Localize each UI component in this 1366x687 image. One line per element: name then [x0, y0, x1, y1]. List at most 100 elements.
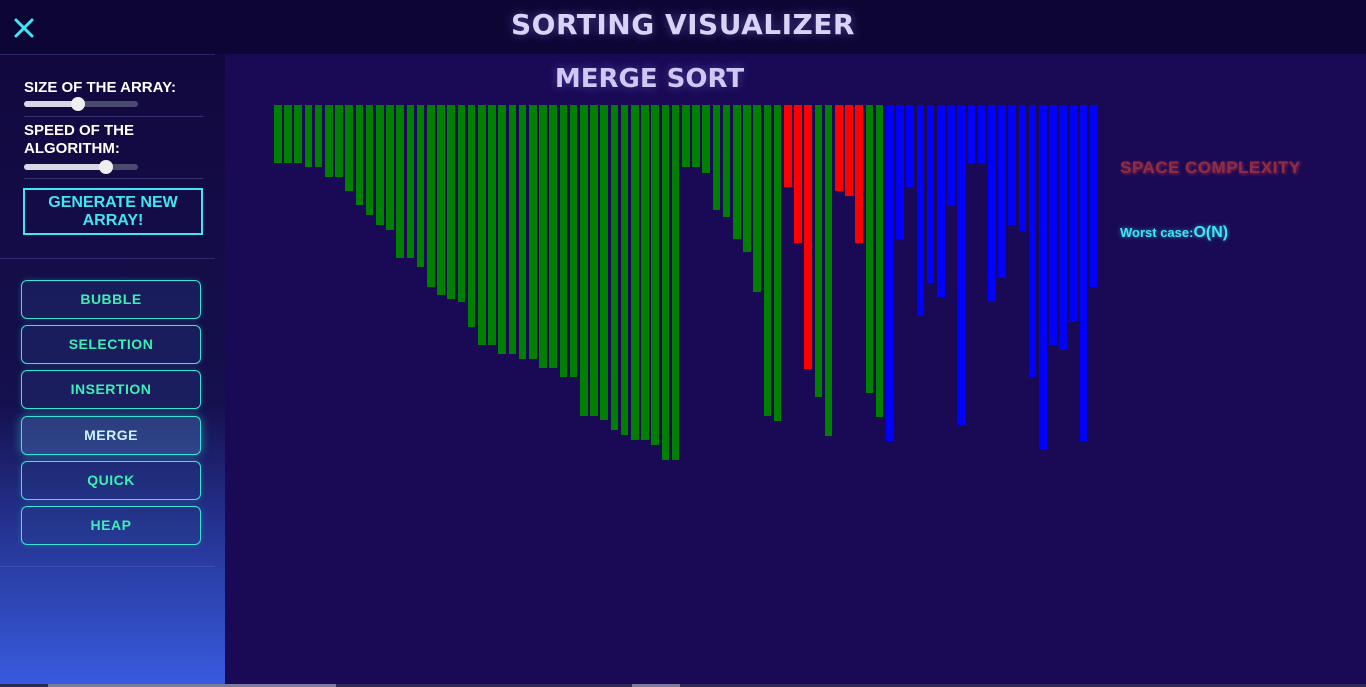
sorted-bar — [406, 105, 415, 258]
size-slider-fill — [24, 101, 78, 107]
array-bars — [274, 105, 1098, 465]
app-title: SORTING VISUALIZER — [510, 8, 855, 41]
unsorted-bar — [896, 105, 904, 239]
sorted-bar — [773, 105, 782, 421]
unsorted-bar — [1079, 105, 1088, 441]
sorted-bar — [814, 105, 823, 397]
complexity-title: SPACE COMPLEXITY — [1120, 158, 1301, 177]
unsorted-bar — [977, 105, 986, 163]
algo-button-insertion[interactable]: INSERTION — [21, 370, 201, 410]
sorted-bar — [600, 105, 608, 420]
sidebar-divider — [24, 178, 203, 179]
unsorted-bar — [1059, 105, 1067, 350]
speed-label: SPEED OF THE ALGORITHM: — [24, 122, 135, 157]
unsorted-bar — [967, 105, 976, 163]
size-label: SIZE OF THE ARRAY: — [24, 79, 176, 96]
unsorted-bar — [947, 105, 955, 206]
sorted-bar — [427, 105, 435, 287]
sorted-bar — [682, 105, 690, 167]
comparing-bar — [835, 105, 843, 191]
size-slider[interactable] — [24, 97, 138, 111]
unsorted-bar — [1028, 105, 1037, 377]
worst-case-row: Worst case:O(N) — [1120, 224, 1228, 242]
sidebar-divider — [24, 116, 203, 117]
comparing-bar — [794, 105, 802, 243]
sorted-bar — [671, 105, 680, 460]
scrollbar-thumb[interactable] — [48, 684, 336, 687]
sorted-bar — [590, 105, 598, 416]
unsorted-bar — [906, 105, 914, 187]
sorted-bar — [416, 105, 425, 267]
unsorted-bar — [1090, 105, 1098, 287]
sorted-bar — [692, 105, 700, 167]
sorted-bar — [702, 105, 710, 173]
sidebar-divider — [0, 566, 215, 567]
sorted-bar — [824, 105, 833, 436]
sidebar: SIZE OF THE ARRAY: SPEED OF THE ALGORITH… — [0, 54, 225, 687]
algo-button-merge[interactable]: MERGE — [21, 415, 201, 455]
comparing-bar — [855, 105, 863, 243]
sorted-bar — [753, 105, 761, 292]
sorted-bar — [580, 105, 588, 416]
algo-button-heap[interactable]: HEAP — [21, 506, 201, 545]
sidebar-divider — [0, 258, 215, 259]
sorted-bar — [447, 105, 455, 299]
sorted-bar — [651, 105, 659, 445]
sorted-bar — [722, 105, 731, 217]
sorted-bar — [875, 105, 884, 417]
sorted-bar — [743, 105, 751, 252]
comparing-bar — [845, 105, 853, 196]
sorted-bar — [488, 105, 496, 345]
unsorted-bar — [1008, 105, 1016, 225]
comparing-bar — [784, 105, 792, 187]
speed-slider-thumb[interactable] — [99, 160, 114, 174]
speed-slider-fill — [24, 164, 107, 170]
sorted-bar — [355, 105, 364, 205]
sorted-bar — [376, 105, 384, 225]
algo-button-selection[interactable]: SELECTION — [21, 325, 201, 365]
speed-slider[interactable] — [24, 160, 138, 174]
sorted-bar — [294, 105, 302, 163]
sorted-bar — [284, 105, 292, 163]
size-slider-thumb[interactable] — [70, 97, 85, 111]
unsorted-bar — [1069, 105, 1078, 321]
unsorted-bar — [937, 105, 945, 297]
main-area: MERGE SORT SPACE COMPLEXITY Worst case:O… — [225, 54, 1366, 687]
sorted-bar — [314, 105, 323, 167]
sorted-bar — [641, 105, 649, 440]
comparing-bar — [804, 105, 812, 369]
sidebar-top-divider — [0, 54, 215, 55]
sorted-bar — [437, 105, 445, 295]
algo-button-quick[interactable]: QUICK — [21, 460, 201, 500]
sorted-bar — [457, 105, 466, 302]
sorted-bar — [335, 105, 343, 177]
sorted-bar — [559, 105, 568, 377]
unsorted-bar — [1018, 105, 1027, 231]
sorted-bar — [529, 105, 537, 359]
unsorted-bar — [886, 105, 894, 441]
top-bar: SORTING VISUALIZER — [0, 0, 1366, 54]
sorted-bar — [325, 105, 333, 177]
worst-case-label: Worst case: — [1120, 225, 1194, 240]
sorted-bar — [345, 105, 353, 191]
scrollbar-thumb[interactable] — [632, 684, 680, 687]
sorted-bar — [549, 105, 557, 368]
unsorted-bar — [998, 105, 1006, 278]
algo-button-bubble[interactable]: BUBBLE — [21, 280, 201, 319]
unsorted-bar — [916, 105, 925, 316]
unsorted-bar — [1049, 105, 1057, 345]
sorted-bar — [365, 105, 374, 215]
unsorted-bar — [957, 105, 965, 425]
sorted-bar — [610, 105, 619, 430]
sorted-bar — [508, 105, 517, 354]
sorted-bar — [733, 105, 741, 239]
unsorted-bar — [926, 105, 935, 283]
sorted-bar — [518, 105, 527, 359]
unsorted-bar — [1039, 105, 1047, 449]
horizontal-scrollbar[interactable] — [0, 684, 1366, 687]
generate-array-button[interactable]: GENERATE NEW ARRAY! — [23, 188, 203, 235]
close-icon[interactable] — [12, 14, 36, 40]
unsorted-bar — [988, 105, 996, 302]
sorted-bar — [631, 105, 639, 440]
sorted-bar — [386, 105, 394, 230]
